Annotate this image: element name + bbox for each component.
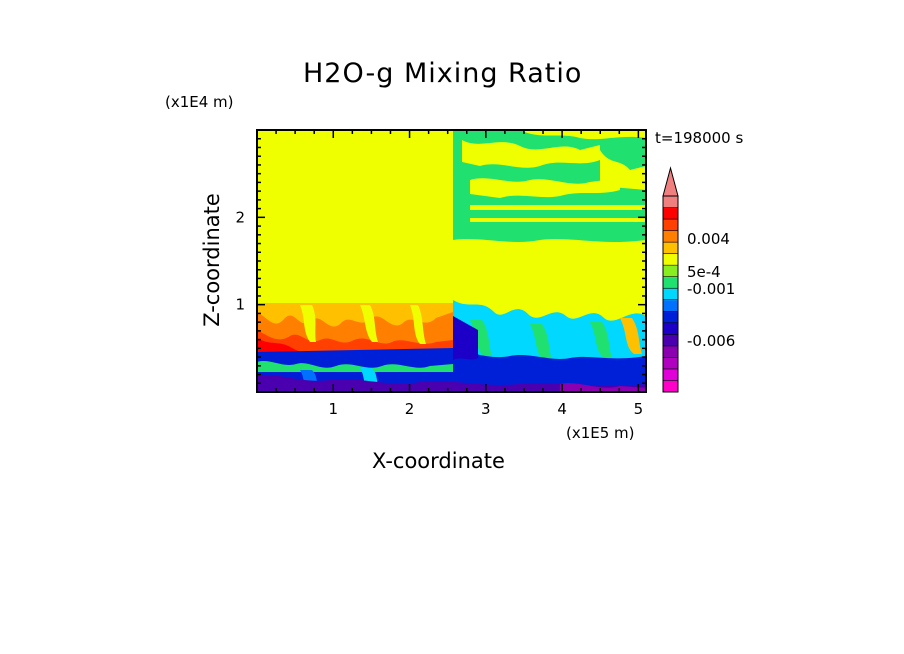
x-tick-label: 3 [481,400,491,418]
x-axis-label: X-coordinate [372,449,505,473]
x-axis-ticks [275,130,640,392]
colorbar-swatch [663,230,678,243]
colorbar-label: -0.006 [687,332,735,350]
colorbar-frame [662,195,679,393]
colorbar-label: 0.004 [687,230,730,248]
x-axis-unit: (x1E5 m) [566,424,635,442]
time-label: t=198000 s [655,129,744,147]
y-tick-label: 2 [235,208,245,226]
colorbar-swatch [663,380,678,393]
x-tick-label: 4 [557,400,567,418]
colorbar-swatch [663,196,678,209]
colorbar-swatch [663,265,678,278]
colorbar-swatch [663,345,678,358]
colorbar-swatch [663,219,678,232]
colorbar-swatch [663,276,678,289]
colorbar-swatch [663,311,678,324]
x-tick-label: 2 [405,400,415,418]
colorbar-label: 5e-4 [687,263,721,281]
colorbar-swatch [663,334,678,347]
colorbar-swatch [663,242,678,255]
x-tick-label: 1 [329,400,339,418]
colorbar-swatch [663,357,678,370]
colorbar [662,166,679,393]
y-tick-label: 1 [235,296,245,314]
colorbar-swatch [663,368,678,381]
x-tick-label: 5 [634,400,644,418]
chart-title: H2O-g Mixing Ratio [303,58,583,89]
colorbar-swatch [663,207,678,220]
colorbar-swatch [663,288,678,301]
colorbar-swatch [663,299,678,312]
y-axis-ticks [257,137,646,385]
colorbar-extend-arrow [662,166,679,197]
heatmap-field [257,130,646,392]
colorbar-label: -0.001 [687,280,735,298]
y-axis-unit: (x1E4 m) [165,93,234,111]
colorbar-swatch [663,322,678,335]
colorbar-swatch [663,253,678,266]
